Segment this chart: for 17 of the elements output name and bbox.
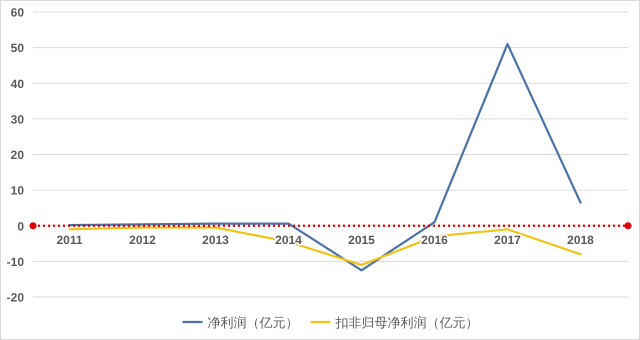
y-tick-label: -20 bbox=[6, 290, 24, 304]
x-tick-label: 2011 bbox=[56, 232, 83, 247]
y-tick-label: 50 bbox=[10, 41, 24, 56]
legend-label: 扣非归母净利润（亿元） bbox=[334, 315, 478, 330]
y-tick-label: 40 bbox=[10, 76, 24, 91]
x-tick-label: 2013 bbox=[202, 232, 230, 247]
legend-label: 净利润（亿元） bbox=[208, 315, 298, 330]
x-tick-label: 2017 bbox=[494, 232, 522, 247]
x-tick-label: 2012 bbox=[129, 232, 156, 247]
x-tick-label: 2018 bbox=[567, 232, 594, 247]
y-tick-label: 30 bbox=[10, 112, 24, 126]
y-tick-label: 0 bbox=[17, 219, 24, 234]
y-tick-label: 10 bbox=[10, 184, 24, 198]
y-tick-label: 20 bbox=[10, 148, 24, 162]
x-tick-label: 2015 bbox=[348, 232, 376, 247]
y-tick-label: 60 bbox=[10, 6, 24, 20]
y-tick-label: -10 bbox=[6, 254, 24, 269]
